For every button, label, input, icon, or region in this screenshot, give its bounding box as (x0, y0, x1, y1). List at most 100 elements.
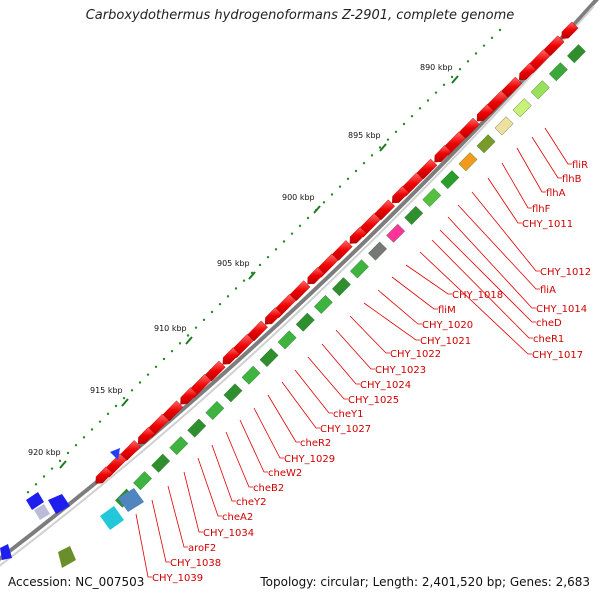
other-features (0, 448, 144, 568)
reverse-cds (223, 383, 243, 403)
minor-tick-dot (394, 130, 398, 134)
label-leader-line (501, 162, 532, 209)
reverse-cds (404, 205, 424, 225)
gene-label: CHY_1021 (420, 336, 471, 347)
scale-tick-label: 905 kbp (217, 259, 250, 268)
minor-tick-dot (210, 310, 214, 314)
minor-tick-dot (338, 185, 342, 188)
label-leader-line (471, 191, 540, 272)
forward-cds (392, 185, 410, 204)
minor-tick-dot (474, 52, 478, 55)
forward-cds (180, 387, 198, 405)
gene-label: fliA (540, 285, 556, 296)
reverse-cds (277, 330, 297, 350)
reverse-cds (440, 170, 460, 190)
label-leader-line (363, 302, 420, 341)
reverse-cds (205, 401, 225, 420)
gene-label: CHY_1038 (170, 558, 221, 569)
minor-tick-dot (386, 138, 390, 141)
reverse-cds (350, 259, 369, 279)
label-leader-line (307, 356, 348, 400)
label-leader-line (544, 127, 572, 165)
minor-tick-dot (42, 475, 46, 478)
scale-ticks: 890 kbp 895 kbp 900 kbp 905 kbp 910 kbp 915 k… (28, 63, 459, 469)
minor-tick-dot (466, 60, 470, 63)
minor-tick-dot (218, 302, 222, 306)
gene-label: cheY1 (333, 409, 363, 420)
forward-cds (434, 145, 452, 163)
scale-tick (451, 75, 459, 84)
label-leader-line (267, 394, 300, 443)
genome-summary-text: Topology: circular; Length: 2,401,520 bp… (260, 575, 590, 589)
minor-tick-dot (186, 334, 190, 337)
minor-tick-dot (90, 428, 94, 431)
minor-tick-dot (482, 44, 486, 47)
gene-label: cheR2 (300, 438, 331, 449)
forward-cds (561, 21, 579, 39)
minor-tick-dot (130, 389, 134, 392)
minor-tick-dot (194, 326, 198, 329)
forward-cds (476, 104, 494, 122)
minor-tick-dot (402, 122, 406, 126)
label-leader-line (239, 419, 268, 473)
minor-tick-dot (282, 240, 286, 243)
reverse-cds (530, 80, 550, 100)
minor-tick-dot (362, 161, 366, 165)
feature-blue-1 (110, 448, 120, 460)
reverse-cds (368, 241, 387, 261)
reverse-cds (133, 471, 152, 491)
gene-label: CHY_1024 (360, 380, 411, 391)
minor-tick-dot (298, 224, 302, 228)
gene-label: flhF (532, 204, 551, 215)
forward-cds (264, 307, 283, 325)
gene-labels: fliR flhB flhA flhF CHY_1011 CHY_1012 fliA CHY_… (152, 160, 591, 584)
label-leader-line (253, 407, 284, 459)
feature-grey (34, 504, 50, 520)
minor-tick-dot (58, 459, 62, 463)
gene-label: CHY_1012 (540, 267, 591, 278)
minor-tick-dot (154, 365, 158, 369)
minor-tick-dot (322, 201, 326, 204)
reverse-cds (187, 418, 207, 438)
gene-label: flhB (562, 174, 582, 185)
reverse-cds (259, 348, 279, 367)
minor-tick-dot (450, 75, 454, 79)
minor-tick-dot (346, 177, 350, 181)
reverse-cds (548, 62, 568, 82)
gene-label: aroF2 (188, 543, 216, 554)
feature-olive (58, 546, 76, 568)
forward-cds (307, 266, 325, 285)
feature-steelblue (118, 488, 144, 512)
gene-label: cheA2 (222, 512, 253, 523)
minor-tick-dot (330, 193, 334, 196)
scale-tick-label: 920 kbp (28, 448, 61, 457)
gene-label: cheB2 (253, 483, 284, 494)
scale-tick (379, 143, 387, 152)
reverse-cds (151, 453, 171, 473)
minor-tick-dot (242, 279, 246, 282)
minor-tick-dot (226, 295, 230, 298)
label-leader-line (439, 229, 536, 323)
gene-label: cheW2 (268, 468, 302, 479)
minor-tick-dot (354, 169, 358, 173)
gene-label: flhA (546, 188, 566, 199)
scale-tick-label: 910 kbp (154, 324, 187, 333)
feature-blue-4 (0, 544, 12, 560)
minor-tick-dot (290, 232, 294, 235)
label-leader-line (197, 457, 222, 517)
accession-text: Accession: NC_007503 (8, 575, 145, 589)
label-leader-line (391, 276, 438, 310)
minor-tick-dot (490, 36, 494, 40)
minor-tick-dot (122, 396, 126, 400)
gene-label: CHY_1027 (320, 424, 371, 435)
page-title: Carboxydothermus hydrogenoformans Z-2901… (85, 8, 515, 23)
feature-cyan (100, 506, 124, 530)
scale-tick (59, 460, 67, 469)
label-leader-line (531, 136, 562, 179)
gene-label: CHY_1039 (152, 573, 203, 584)
gene-label: fliR (572, 160, 588, 171)
forward-cds-track (95, 21, 579, 484)
minor-tick-dot (266, 255, 270, 259)
minor-tick-dot (378, 146, 382, 149)
